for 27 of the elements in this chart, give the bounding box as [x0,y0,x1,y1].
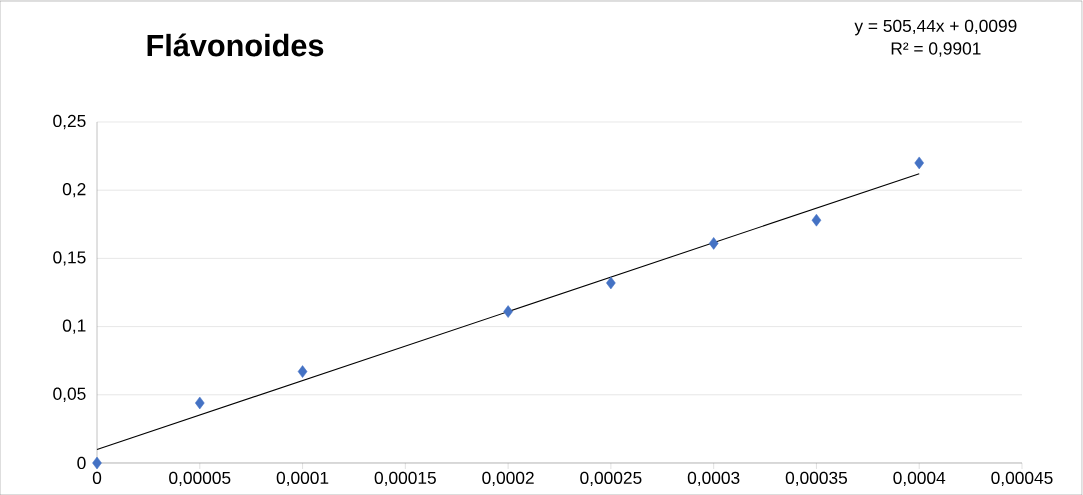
x-tick-label: 0,0003 [687,471,740,487]
y-tick-label: 0,05 [53,387,86,402]
point [297,365,308,378]
x-tick-label: 0,00015 [374,471,436,487]
point [606,276,616,290]
x-tick-label: 0,0001 [276,471,329,487]
x-tick-label: 0,00005 [169,471,231,487]
text: y = 505,44x + 0,0099 [854,19,1017,36]
x-tick-label: 0,00035 [785,471,848,487]
point [914,156,924,170]
y-tick-label: 0,1 [62,319,86,334]
y-tick-label: 0,2 [62,183,86,198]
y-tick-label: 0 [77,456,86,470]
point [195,396,205,410]
text: R² = 0,9901 [891,42,981,57]
x-tick-label: 0,00025 [580,471,642,487]
x-tick-label: 0 [92,471,102,484]
x-tick-label: 0,0004 [893,471,946,487]
point [503,305,513,318]
point [811,213,822,227]
x-tick-label: 0,00045 [991,471,1053,487]
y-tick-label: 0,25 [53,114,86,130]
point [708,237,719,250]
y-tick-label: 0,15 [53,251,86,266]
x-tick-label: 0,0002 [482,471,534,487]
point [92,456,102,470]
chart-title: Flávonoides [147,33,324,57]
